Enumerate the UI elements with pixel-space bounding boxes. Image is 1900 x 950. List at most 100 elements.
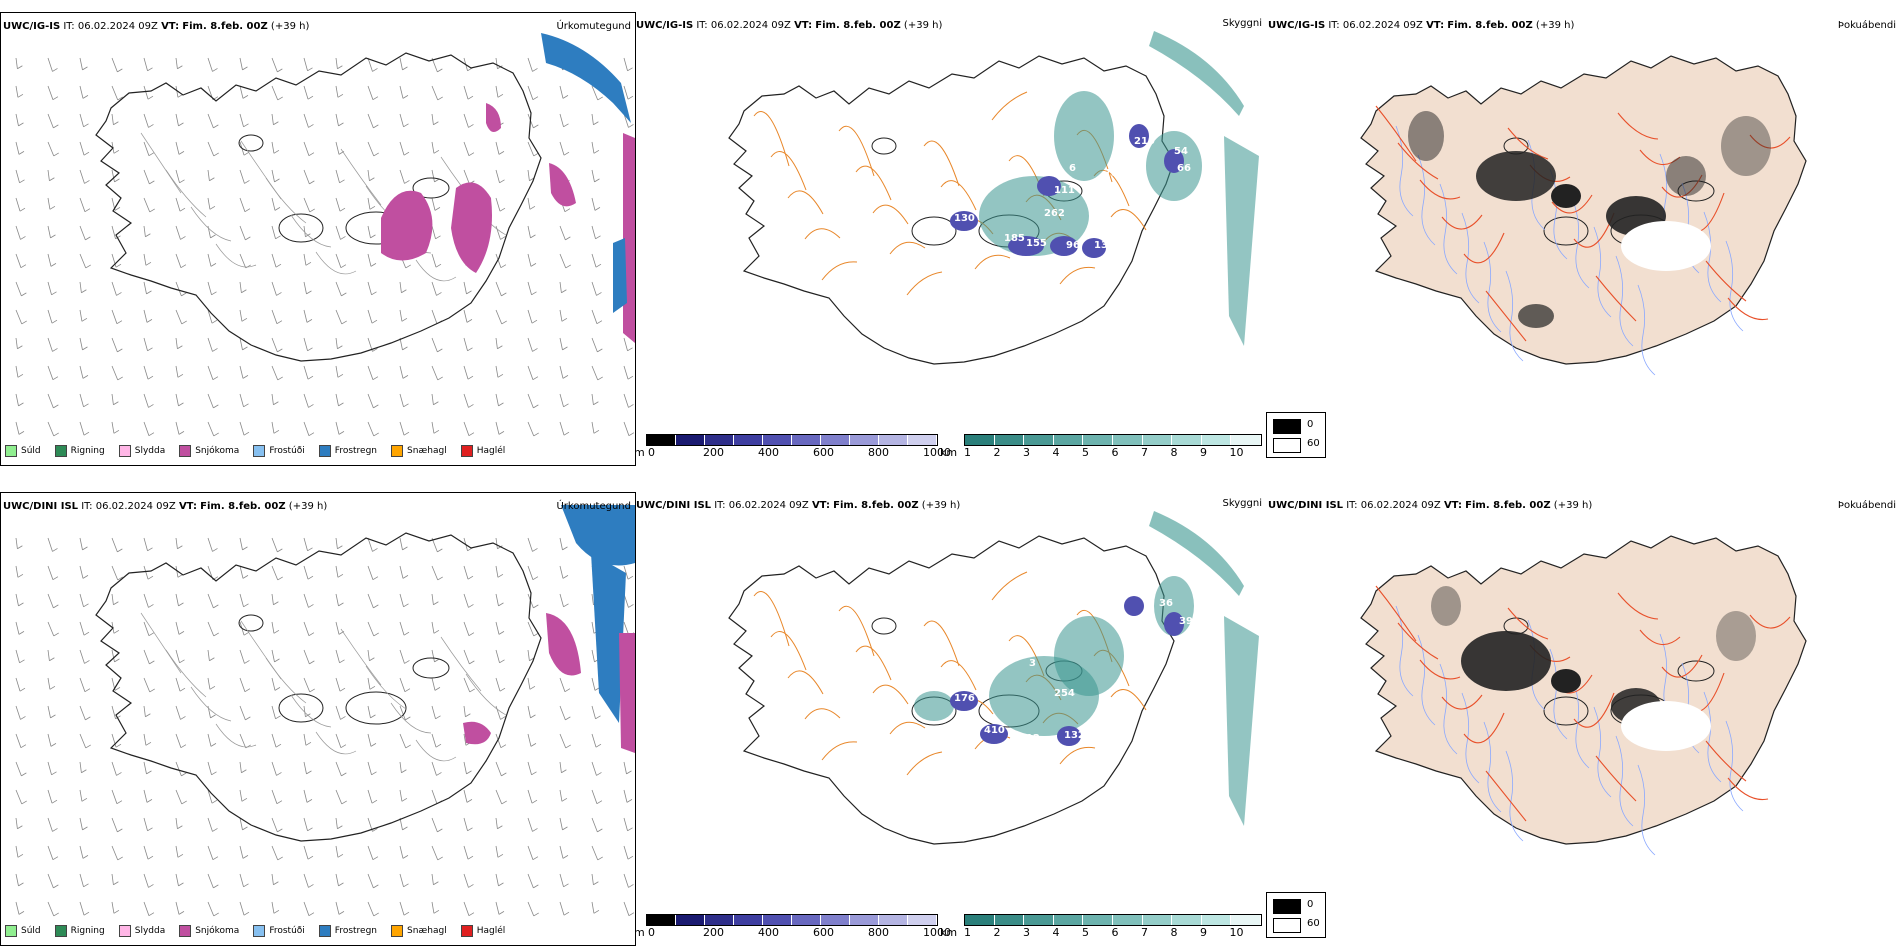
wind-barb-flag (148, 404, 154, 408)
wind-barb-flag (468, 404, 474, 408)
wind-barb (271, 761, 277, 776)
wind-barb-flag (561, 797, 568, 802)
wind-barb-flag (627, 855, 634, 860)
snow-area (546, 613, 581, 676)
wind-barb (239, 845, 244, 859)
wind-barb-flag (433, 909, 440, 914)
wind-barb (367, 873, 374, 889)
wind-barb-flag (405, 744, 411, 749)
wind-barb (559, 873, 564, 887)
wind-barb (431, 789, 438, 804)
legend-label: Snæhagl (407, 926, 447, 936)
legend-swatch (54, 445, 67, 457)
legend-label: Slydda (134, 446, 166, 456)
wind-barb (399, 733, 407, 749)
wind-barb (143, 57, 148, 71)
wind-barb (303, 817, 308, 831)
wind-barb (79, 649, 85, 664)
wind-barb (79, 57, 83, 70)
wind-barb (143, 621, 150, 636)
wind-barb (47, 197, 51, 210)
legend-swatch (179, 925, 192, 937)
wind-barb (367, 309, 373, 324)
river (1505, 750, 1524, 842)
model-name: UWC/DINI ISL (1268, 500, 1344, 511)
height-tick: 400 (758, 926, 779, 939)
glacier-outline (412, 177, 450, 199)
wind-barb-flag (628, 404, 634, 408)
wind-barb-flag (85, 236, 91, 241)
wind-barb-flag (499, 179, 505, 184)
wind-barb (239, 873, 244, 887)
cloud-base-label: 39 (1179, 616, 1193, 627)
wind-barb (527, 421, 535, 437)
wind-barb (559, 845, 564, 859)
wind-barb-flag (149, 688, 155, 693)
wind-barb-flag (497, 825, 503, 830)
wind-barb (335, 421, 340, 435)
wind-barb-flag (533, 404, 539, 409)
wind-barb (15, 113, 19, 126)
cloud-base-label: 132 (1094, 240, 1115, 251)
wind-barb (495, 393, 499, 406)
road (787, 670, 824, 695)
road (215, 723, 257, 748)
wind-barb-flag (177, 373, 184, 378)
wind-barb (335, 225, 341, 240)
wind-barb-flag (53, 604, 59, 609)
wind-barb-flag (178, 882, 184, 887)
wind-barb-flag (532, 68, 538, 72)
height-tick: 600 (813, 446, 834, 459)
wind-barb-flag (17, 65, 23, 70)
wind-barb-flag (116, 292, 122, 296)
wind-barb (79, 761, 82, 773)
wind-barb-flag (434, 687, 441, 691)
cloud-base-area (1164, 612, 1184, 636)
wind-barb (367, 565, 374, 580)
wind-barb-flag (532, 376, 539, 381)
wind-barb-flag (50, 743, 57, 747)
wind-barb (207, 197, 211, 210)
wind-barb-flag (372, 856, 379, 861)
wind-barb (271, 873, 274, 885)
wind-barb (431, 225, 436, 239)
wind-barb (367, 197, 371, 210)
wind-barb (591, 421, 595, 434)
vt-value: Fim. 8.feb. 00Z (815, 20, 901, 31)
road (889, 241, 926, 255)
cloud-base-label: 132 (1064, 730, 1085, 741)
wind-barb (239, 393, 244, 407)
road (906, 271, 943, 296)
wind-barb (47, 565, 54, 580)
wind-barb-flag (532, 856, 539, 861)
wind-barb (143, 537, 148, 551)
wind-barb-flag (50, 234, 56, 239)
wind-barb (335, 761, 342, 777)
wind-barb (559, 817, 563, 830)
wind-barb-flag (401, 769, 407, 774)
wind-barb-flag (245, 236, 251, 241)
wind-barb-flag (212, 856, 219, 861)
cloud-base-label: 262 (1044, 208, 1065, 219)
wind-barb-flag (245, 264, 251, 269)
wind-barb (623, 901, 630, 916)
wind-barb (303, 733, 307, 746)
wind-barb (239, 113, 244, 127)
wind-barb (47, 393, 54, 409)
wind-barb-flag (403, 431, 410, 436)
visibility-tick: 7 (1141, 926, 1148, 939)
legend-item: Haglél (460, 925, 505, 937)
wind-barb (239, 281, 242, 293)
wind-barb-flag (82, 546, 88, 551)
wind-barb (591, 705, 596, 719)
wind-barb-flag (20, 236, 26, 240)
wind-barb (47, 169, 50, 181)
wind-barb-flag (497, 573, 504, 578)
wind-barb (47, 537, 53, 552)
wind-barb (239, 901, 245, 916)
wind-barb-flag (50, 714, 56, 719)
wind-barb (143, 761, 147, 774)
wind-barb-flag (402, 95, 409, 99)
wind-barb-flag (466, 770, 472, 775)
wind-barb (175, 113, 179, 126)
